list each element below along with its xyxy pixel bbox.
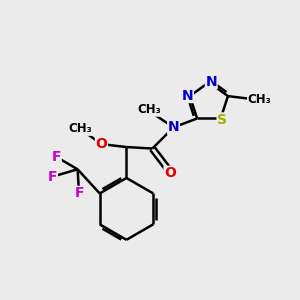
Text: F: F: [74, 186, 84, 200]
Text: CH₃: CH₃: [248, 93, 271, 106]
Text: O: O: [95, 137, 107, 151]
Text: F: F: [52, 150, 61, 164]
Text: N: N: [206, 75, 217, 89]
Text: N: N: [168, 120, 179, 134]
Text: CH₃: CH₃: [137, 103, 161, 116]
Text: F: F: [48, 169, 57, 184]
Text: CH₃: CH₃: [68, 122, 92, 135]
Text: O: O: [164, 166, 176, 180]
Text: N: N: [182, 88, 193, 103]
Text: S: S: [217, 113, 227, 127]
